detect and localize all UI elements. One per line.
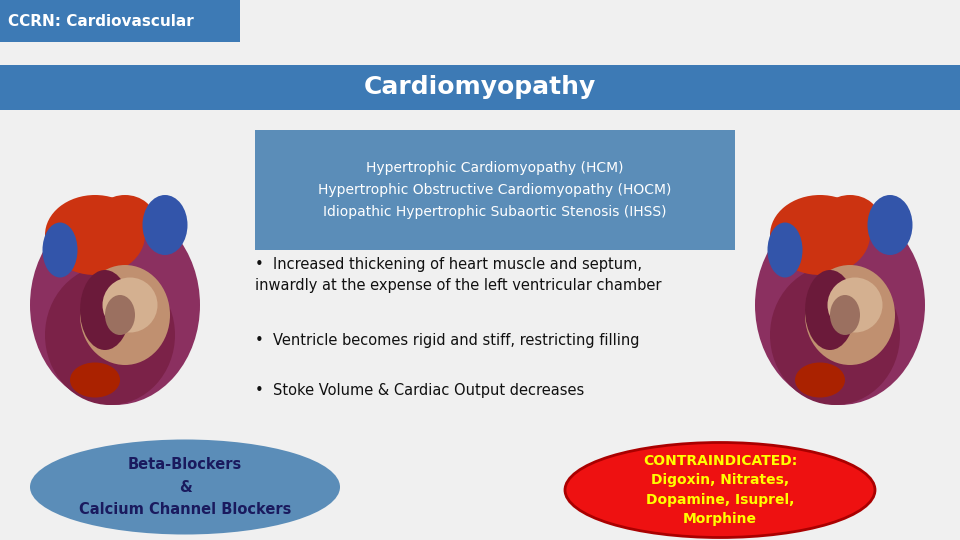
- Text: Cardiomyopathy: Cardiomyopathy: [364, 75, 596, 99]
- Ellipse shape: [80, 270, 130, 350]
- Ellipse shape: [103, 278, 157, 333]
- Ellipse shape: [30, 440, 340, 535]
- Ellipse shape: [45, 195, 145, 275]
- Ellipse shape: [820, 195, 880, 245]
- Ellipse shape: [770, 195, 870, 275]
- Text: CCRN: Cardiovascular: CCRN: Cardiovascular: [8, 14, 194, 29]
- Ellipse shape: [42, 222, 78, 278]
- Ellipse shape: [95, 195, 155, 245]
- Ellipse shape: [868, 195, 913, 255]
- FancyBboxPatch shape: [255, 130, 735, 250]
- Ellipse shape: [142, 195, 187, 255]
- Text: CONTRAINDICATED:
Digoxin, Nitrates,
Dopamine, Isuprel,
Morphine: CONTRAINDICATED: Digoxin, Nitrates, Dopa…: [643, 454, 797, 526]
- Text: Beta-Blockers
&
Calcium Channel Blockers: Beta-Blockers & Calcium Channel Blockers: [79, 457, 291, 517]
- Ellipse shape: [830, 295, 860, 335]
- Ellipse shape: [795, 362, 845, 397]
- Ellipse shape: [45, 265, 175, 405]
- FancyBboxPatch shape: [0, 0, 240, 42]
- Ellipse shape: [30, 205, 200, 405]
- Ellipse shape: [80, 265, 170, 365]
- Ellipse shape: [828, 278, 882, 333]
- Text: •  Increased thickening of heart muscle and septum,
inwardly at the expense of t: • Increased thickening of heart muscle a…: [255, 257, 661, 293]
- Ellipse shape: [805, 270, 855, 350]
- Ellipse shape: [767, 222, 803, 278]
- Ellipse shape: [770, 265, 900, 405]
- Text: •  Stoke Volume & Cardiac Output decreases: • Stoke Volume & Cardiac Output decrease…: [255, 382, 585, 397]
- Text: Hypertrophic Cardiomyopathy (HCM)
Hypertrophic Obstructive Cardiomyopathy (HOCM): Hypertrophic Cardiomyopathy (HCM) Hypert…: [319, 161, 672, 219]
- Ellipse shape: [805, 265, 895, 365]
- Text: •  Ventricle becomes rigid and stiff, restricting filling: • Ventricle becomes rigid and stiff, res…: [255, 333, 639, 348]
- Ellipse shape: [70, 362, 120, 397]
- Ellipse shape: [105, 295, 135, 335]
- FancyBboxPatch shape: [0, 65, 960, 110]
- Ellipse shape: [565, 442, 875, 537]
- Ellipse shape: [755, 205, 925, 405]
